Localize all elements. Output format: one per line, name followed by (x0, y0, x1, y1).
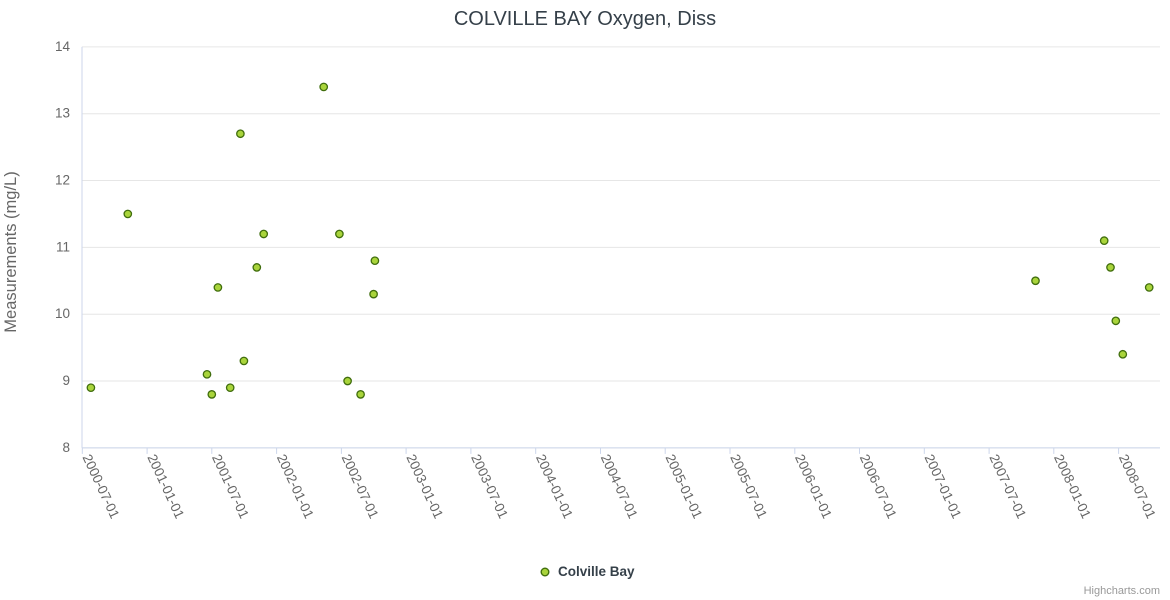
svg-text:Highcharts.com: Highcharts.com (1084, 585, 1160, 597)
svg-text:14: 14 (55, 39, 71, 54)
svg-text:COLVILLE BAY Oxygen, Diss: COLVILLE BAY Oxygen, Diss (454, 8, 716, 30)
svg-text:12: 12 (55, 173, 70, 188)
svg-text:8: 8 (62, 440, 70, 455)
svg-text:Measurements (mg/L): Measurements (mg/L) (2, 171, 20, 332)
svg-text:10: 10 (55, 306, 70, 321)
svg-text:13: 13 (55, 106, 70, 121)
svg-text:Colville Bay: Colville Bay (558, 564, 635, 579)
svg-text:9: 9 (62, 373, 70, 388)
svg-text:11: 11 (56, 239, 70, 254)
